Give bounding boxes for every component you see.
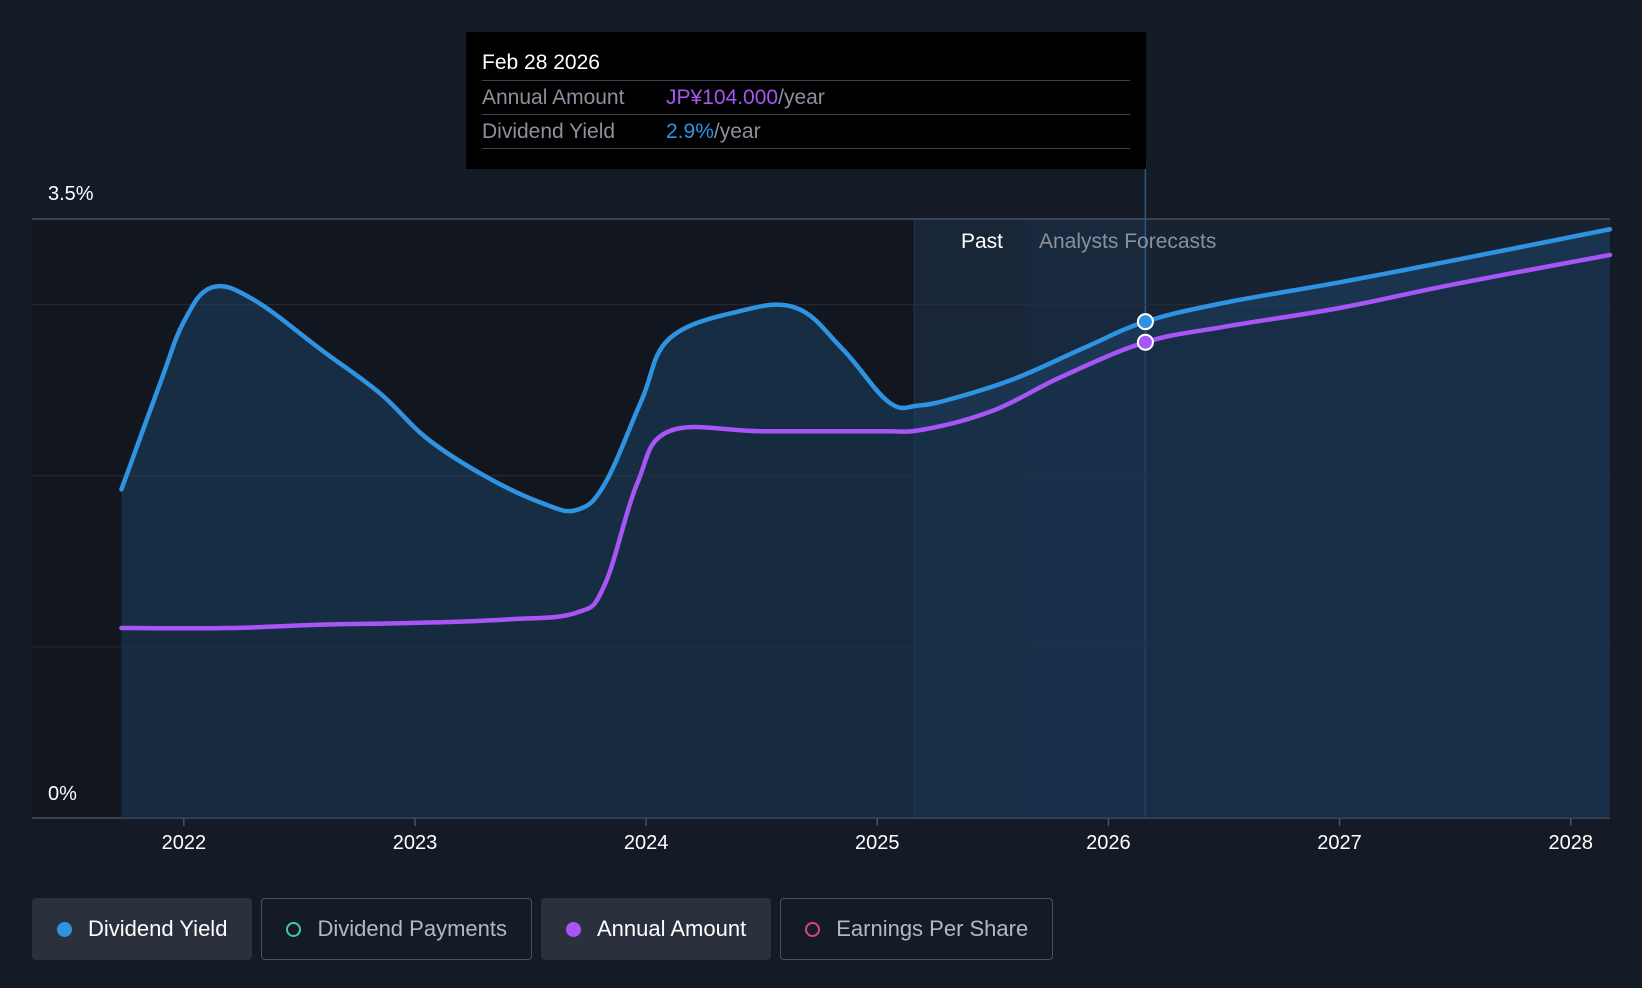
past-background (32, 219, 915, 818)
x-tick-label: 2025 (855, 832, 900, 854)
legend-earnings-per-share-button[interactable]: Earnings Per Share (780, 898, 1054, 960)
legend-dividend-yield-button[interactable]: Dividend Yield (32, 898, 253, 960)
tooltip-label: Dividend Yield (482, 120, 616, 143)
x-tick-label: 2022 (161, 832, 207, 854)
legend-label: Earnings Per Share (836, 916, 1029, 941)
dividend-yield-area (121, 229, 1611, 819)
dividend-yield-marker (1136, 313, 1154, 331)
annual-amount-area (121, 254, 1611, 818)
tooltip: Feb 28 2026 Annual Amount JP¥104.000 /ye… (466, 32, 1146, 169)
earnings-per-share-ring-icon (805, 921, 821, 937)
tooltip-label: Annual Amount (482, 86, 625, 109)
legend-dividend-payments-button[interactable]: Dividend Payments (261, 898, 532, 960)
legend-annual-amount-button[interactable]: Annual Amount (540, 898, 772, 960)
dividend-payments-ring-icon (286, 921, 302, 937)
past-label: Past (961, 230, 1004, 253)
legend-label: Dividend Payments (317, 916, 507, 941)
tooltip-unit: /year (713, 120, 761, 143)
legend: Dividend Yield Dividend Payments Annual … (32, 898, 1054, 960)
legend-label: Dividend Yield (88, 916, 228, 941)
x-tick-label: 2023 (392, 832, 438, 854)
tooltip-date: Feb 28 2026 (482, 51, 600, 74)
tooltip-unit: /year (778, 86, 825, 109)
tooltip-value: JP¥104.000 (666, 86, 779, 109)
legend-label: Annual Amount (596, 916, 747, 941)
dividend-yield-dot-icon (57, 921, 72, 937)
annual-amount-line (119, 252, 1613, 631)
tooltip-row-annual-amount: Annual Amount JP¥104.000 /year (482, 80, 1130, 114)
x-tick-label: 2027 (1317, 832, 1362, 854)
x-tick-label: 2024 (623, 832, 669, 854)
tooltip-value: 2.9% (666, 120, 714, 143)
dividend-yield-line (119, 227, 1613, 514)
x-tick-label: 2028 (1548, 832, 1593, 854)
y-tick-label-bottom: 0% (48, 783, 77, 805)
tooltip-row-dividend-yield: Dividend Yield 2.9% /year (482, 114, 1130, 149)
annual-amount-marker (1136, 333, 1154, 351)
x-tick-label: 2026 (1086, 832, 1131, 854)
y-tick-label-top: 3.5% (48, 183, 94, 205)
annual-amount-dot-icon (565, 921, 581, 937)
highlight-band (914, 219, 1146, 818)
forecast-label: Analysts Forecasts (1039, 230, 1217, 253)
